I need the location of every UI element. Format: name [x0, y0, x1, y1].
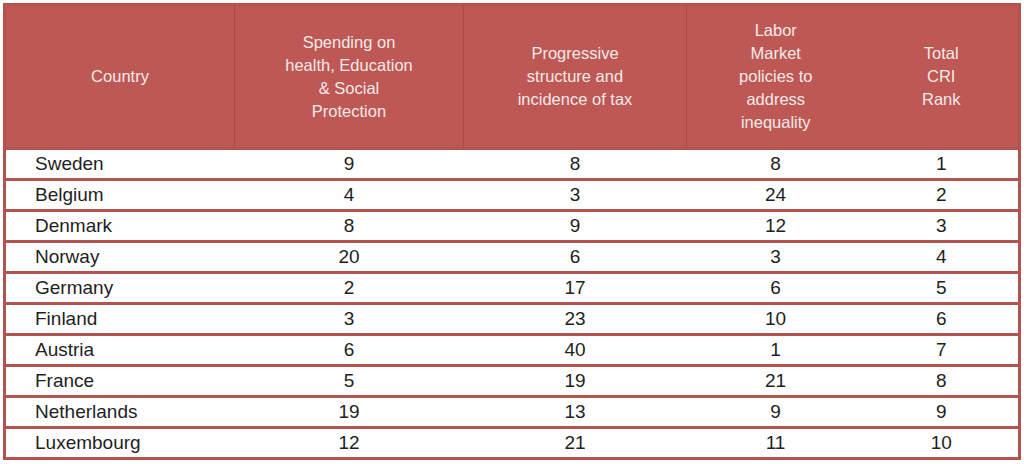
table-row: Netherlands 19 13 9 9 [5, 397, 1020, 428]
labor-cell: 21 [687, 366, 865, 397]
labor-cell: 24 [687, 180, 865, 211]
rank-cell: 9 [865, 397, 1020, 428]
rank-cell: 3 [865, 211, 1020, 242]
rank-cell: 10 [865, 428, 1020, 459]
tax-cell: 40 [464, 335, 687, 366]
spending-cell: 19 [235, 397, 464, 428]
tax-cell: 8 [464, 149, 687, 180]
header-line: CRI [869, 65, 1015, 88]
table-row: Luxembourg 12 21 11 10 [5, 428, 1020, 459]
labor-cell: 3 [687, 242, 865, 273]
tax-cell: 23 [464, 304, 687, 335]
country-cell: Netherlands [5, 397, 235, 428]
column-header-rank: Total CRI Rank [865, 5, 1020, 149]
table-row: Belgium 4 3 24 2 [5, 180, 1020, 211]
spending-cell: 5 [235, 366, 464, 397]
country-cell: Norway [5, 242, 235, 273]
labor-cell: 10 [687, 304, 865, 335]
labor-cell: 1 [687, 335, 865, 366]
spending-cell: 8 [235, 211, 464, 242]
header-line: Progressive [468, 42, 682, 65]
header-line: Total [869, 42, 1015, 65]
rank-cell: 4 [865, 242, 1020, 273]
labor-cell: 9 [687, 397, 865, 428]
column-header-labor: Labor Market policies to address inequal… [687, 5, 865, 149]
table-row: Finland 3 23 10 6 [5, 304, 1020, 335]
country-cell: Denmark [5, 211, 235, 242]
rank-cell: 2 [865, 180, 1020, 211]
column-header-country: Country [5, 5, 235, 149]
table-header: Country Spending on health, Education & … [5, 5, 1020, 149]
rank-cell: 8 [865, 366, 1020, 397]
tax-cell: 21 [464, 428, 687, 459]
tax-cell: 9 [464, 211, 687, 242]
header-line: policies to [691, 65, 861, 88]
spending-cell: 4 [235, 180, 464, 211]
spending-cell: 6 [235, 335, 464, 366]
column-header-tax: Progressive structure and incidence of t… [464, 5, 687, 149]
table-row: Denmark 8 9 12 3 [5, 211, 1020, 242]
spending-cell: 12 [235, 428, 464, 459]
header-line: structure and [468, 65, 682, 88]
header-line: inequality [691, 111, 861, 134]
country-cell: Luxembourg [5, 428, 235, 459]
spending-cell: 20 [235, 242, 464, 273]
header-line: Spending on [239, 31, 459, 54]
spending-cell: 3 [235, 304, 464, 335]
table-row: Norway 20 6 3 4 [5, 242, 1020, 273]
header-row: Country Spending on health, Education & … [5, 5, 1020, 149]
table-row: Germany 2 17 6 5 [5, 273, 1020, 304]
table-row: Sweden 9 8 8 1 [5, 149, 1020, 180]
table-row: Austria 6 40 1 7 [5, 335, 1020, 366]
labor-cell: 11 [687, 428, 865, 459]
tax-cell: 17 [464, 273, 687, 304]
labor-cell: 6 [687, 273, 865, 304]
tax-cell: 19 [464, 366, 687, 397]
labor-cell: 12 [687, 211, 865, 242]
country-cell: Finland [5, 304, 235, 335]
rank-cell: 1 [865, 149, 1020, 180]
country-cell: Belgium [5, 180, 235, 211]
header-line: address [691, 88, 861, 111]
header-line: & Social [239, 77, 459, 100]
header-line: incidence of tax [468, 88, 682, 111]
header-line: Labor [691, 19, 861, 42]
tax-cell: 13 [464, 397, 687, 428]
spending-cell: 2 [235, 273, 464, 304]
table-body: Sweden 9 8 8 1 Belgium 4 3 24 2 Denmark … [5, 149, 1020, 459]
rank-cell: 6 [865, 304, 1020, 335]
cri-ranking-table: Country Spending on health, Education & … [3, 3, 1021, 460]
country-cell: Germany [5, 273, 235, 304]
rank-cell: 7 [865, 335, 1020, 366]
table-row: France 5 19 21 8 [5, 366, 1020, 397]
page: Country Spending on health, Education & … [0, 0, 1024, 464]
country-cell: Sweden [5, 149, 235, 180]
tax-cell: 3 [464, 180, 687, 211]
rank-cell: 5 [865, 273, 1020, 304]
spending-cell: 9 [235, 149, 464, 180]
header-line: Market [691, 42, 861, 65]
header-line: Country [10, 65, 230, 88]
column-header-spending: Spending on health, Education & Social P… [235, 5, 464, 149]
country-cell: Austria [5, 335, 235, 366]
tax-cell: 6 [464, 242, 687, 273]
header-line: Protection [239, 100, 459, 123]
country-cell: France [5, 366, 235, 397]
header-line: Rank [869, 88, 1015, 111]
header-line: health, Education [239, 54, 459, 77]
labor-cell: 8 [687, 149, 865, 180]
